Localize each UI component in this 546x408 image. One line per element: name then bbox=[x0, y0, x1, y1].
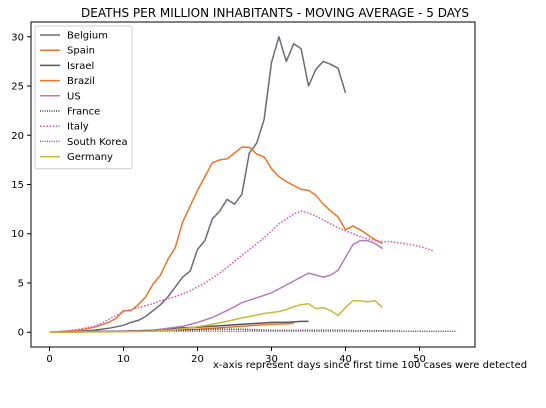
footnote: x-axis represent days since first time 1… bbox=[213, 360, 527, 371]
legend: Belgium Spain Israel Brazil US France Italy Sou… bbox=[35, 26, 132, 169]
x-tick-label: 10 bbox=[117, 354, 130, 365]
legend-label: Israel bbox=[67, 61, 94, 72]
y-tick-label: 0 bbox=[18, 328, 24, 339]
series-line-spain bbox=[50, 147, 383, 332]
legend-label: Brazil bbox=[67, 76, 95, 87]
legend-label: France bbox=[67, 107, 100, 118]
y-tick-label: 25 bbox=[11, 82, 24, 93]
series-line-us bbox=[50, 241, 383, 333]
legend-label: US bbox=[67, 91, 81, 102]
chart-title: DEATHS PER MILLION INHABITANTS - MOVING … bbox=[81, 6, 469, 20]
y-tick-label: 5 bbox=[18, 278, 24, 289]
x-tick-label: 0 bbox=[46, 354, 52, 365]
legend-label: Spain bbox=[67, 46, 95, 57]
legend-label: South Korea bbox=[67, 137, 128, 148]
y-tick-label: 20 bbox=[11, 131, 24, 142]
y-tick-label: 10 bbox=[11, 229, 24, 240]
legend-label: Belgium bbox=[67, 31, 108, 42]
x-tick-label: 20 bbox=[191, 354, 204, 365]
y-tick-label: 30 bbox=[11, 32, 24, 43]
y-tick-label: 15 bbox=[11, 180, 24, 191]
legend-label: Italy bbox=[67, 122, 89, 133]
legend-label: Germany bbox=[67, 152, 113, 163]
series-line-italy bbox=[50, 211, 435, 332]
